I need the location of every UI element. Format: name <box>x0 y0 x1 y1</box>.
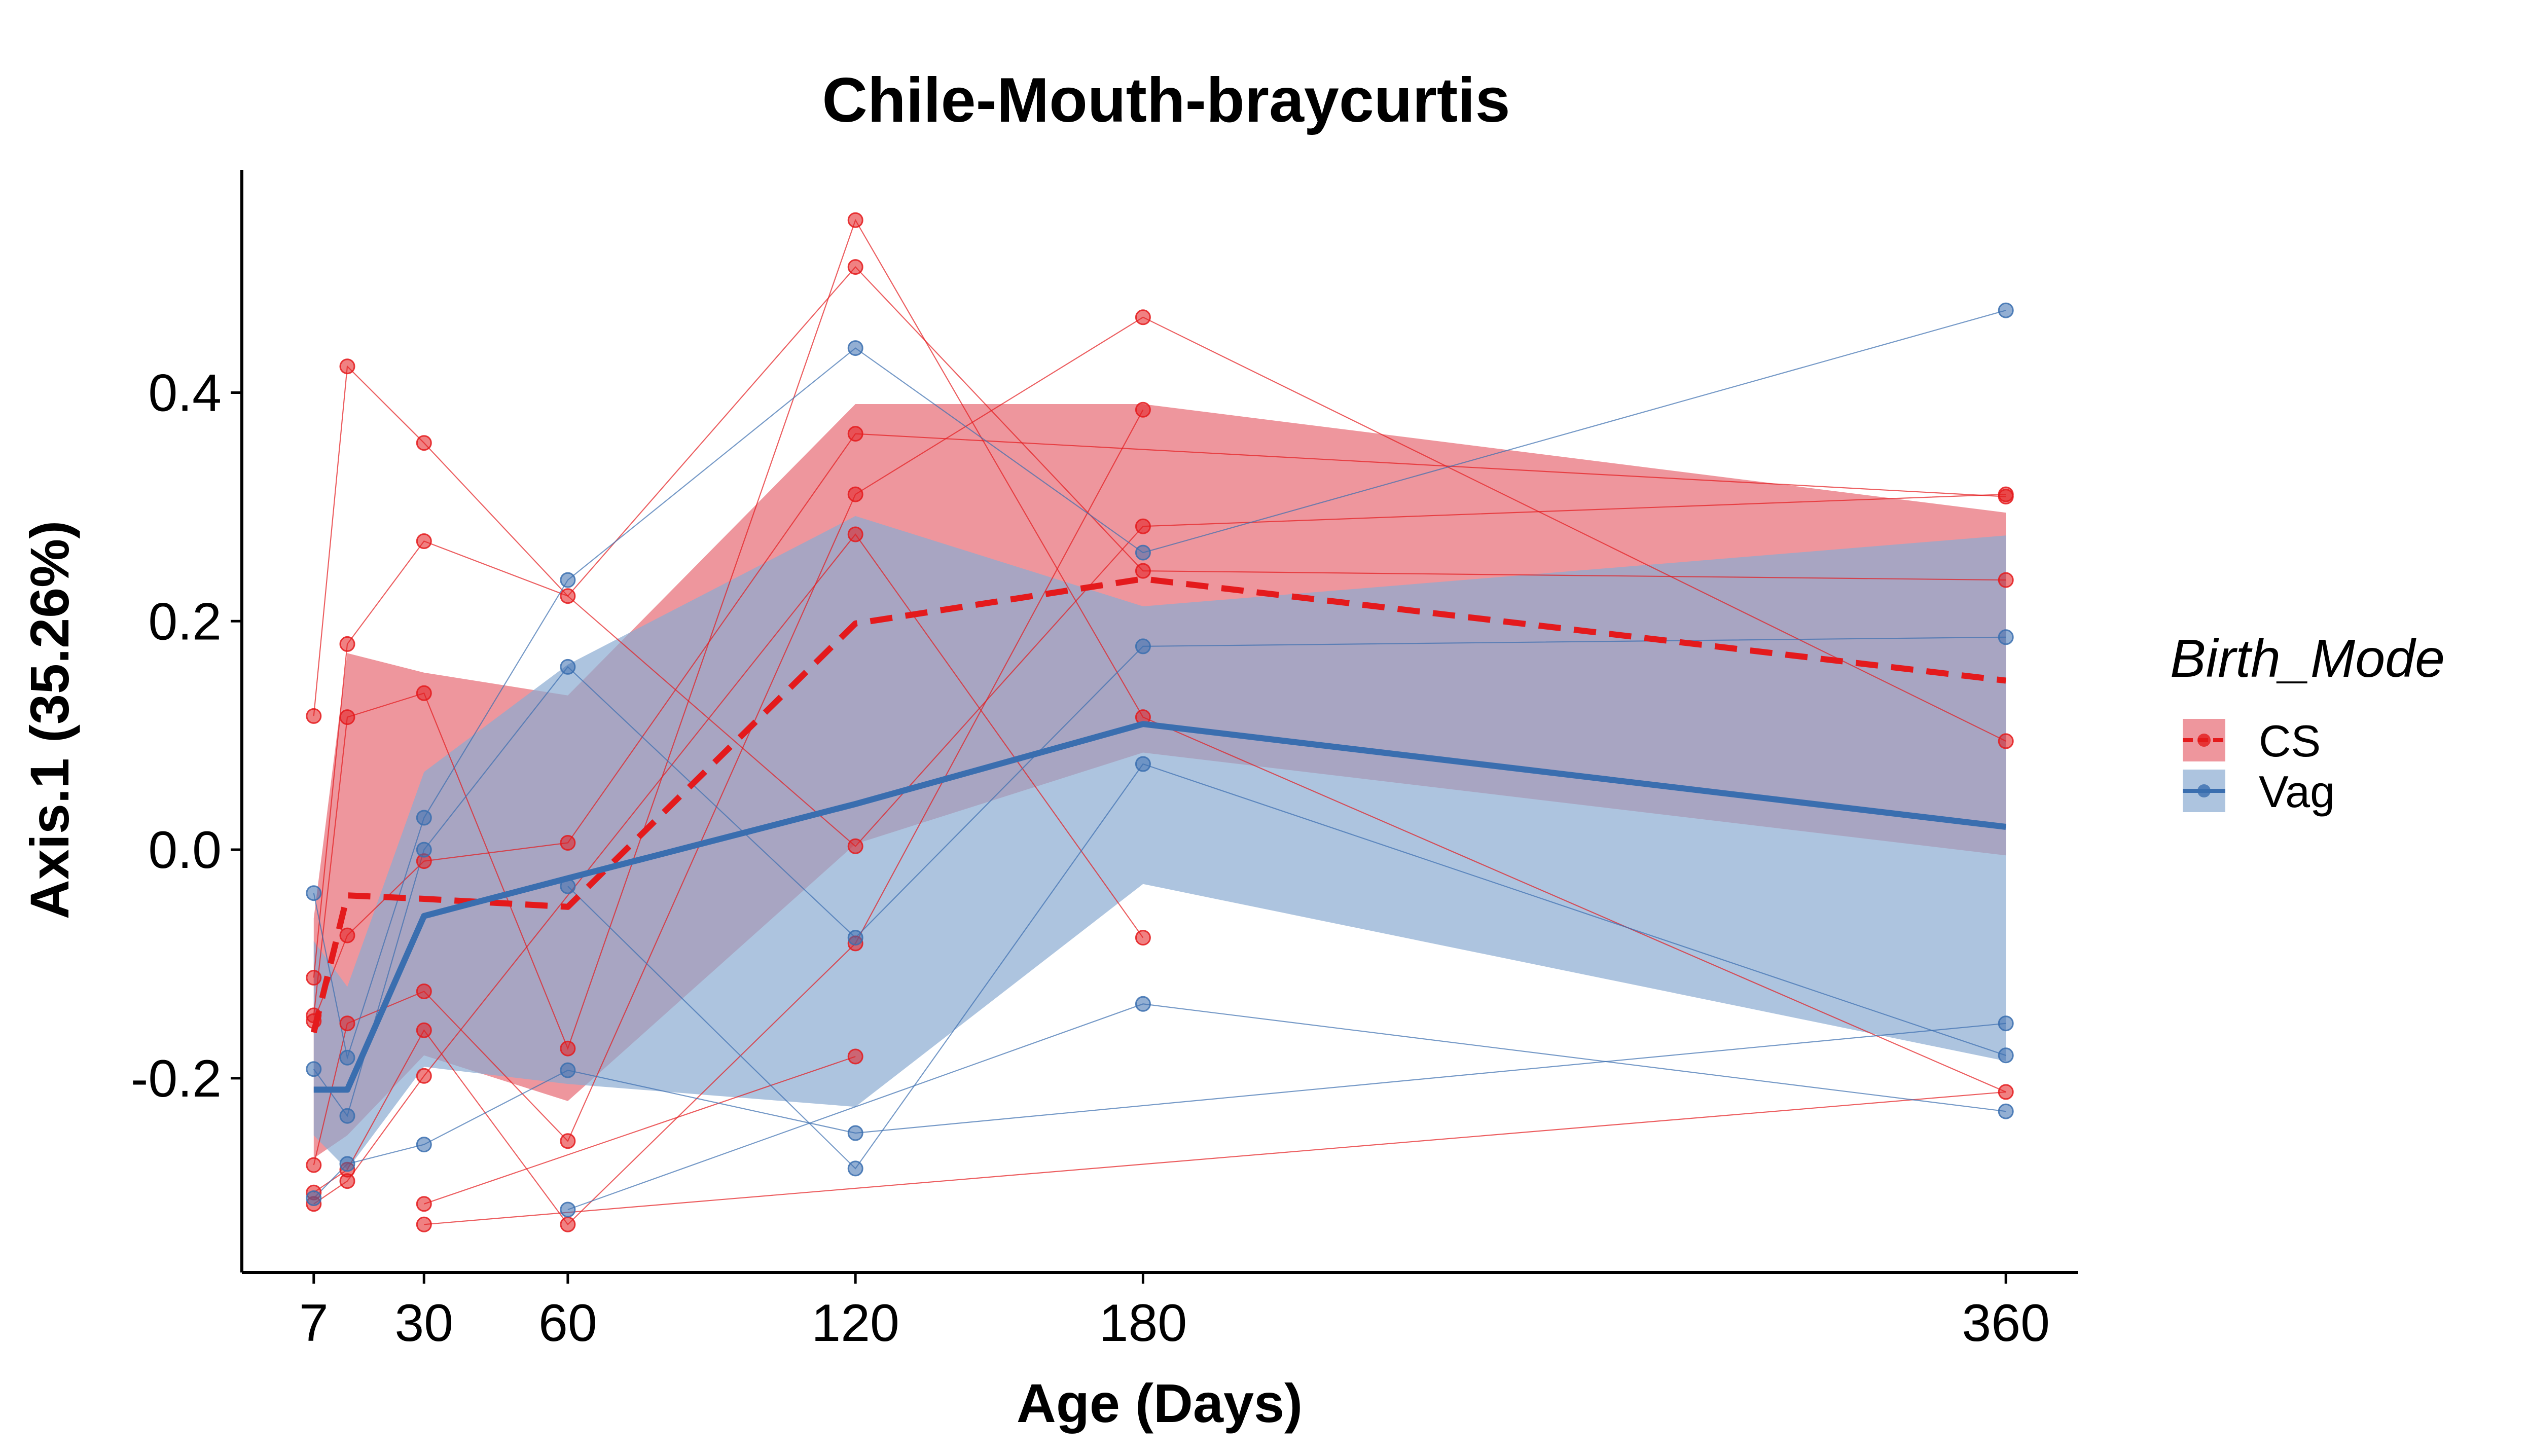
data-point-cs-14 <box>339 1173 355 1189</box>
data-point-cs-32 <box>847 486 863 502</box>
data-point-vag-9 <box>416 1137 432 1153</box>
data-point-cs-1 <box>306 708 322 724</box>
data-point-vag-17 <box>847 1125 863 1141</box>
data-point-cs-38 <box>1135 402 1151 418</box>
data-point-cs-12 <box>339 1015 355 1032</box>
data-point-vag-25 <box>1998 1015 2014 1032</box>
data-point-cs-5 <box>306 1157 322 1173</box>
data-point-cs-21 <box>416 1068 432 1084</box>
data-point-vag-11 <box>560 659 576 675</box>
data-point-cs-16 <box>416 533 432 549</box>
x-axis-title: Age (Days) <box>1017 1372 1303 1434</box>
data-point-vag-7 <box>416 810 432 826</box>
data-point-vag-18 <box>847 1160 863 1177</box>
legend-label-vag: Vag <box>2259 767 2335 817</box>
data-point-cs-20 <box>416 1022 432 1038</box>
data-point-cs-42 <box>1135 930 1151 946</box>
data-point-vag-19 <box>1135 544 1151 561</box>
data-point-cs-37 <box>1135 309 1151 325</box>
data-point-vag-26 <box>1998 1047 2014 1064</box>
data-point-vag-6 <box>339 1156 355 1172</box>
data-point-vag-13 <box>560 1062 576 1078</box>
data-point-vag-20 <box>1135 638 1151 654</box>
data-point-cs-36 <box>847 1048 863 1065</box>
y-tick-label: -0.2 <box>131 1049 222 1108</box>
data-point-cs-24 <box>560 588 576 604</box>
data-point-cs-11 <box>339 927 355 943</box>
data-point-cs-46 <box>1998 733 2014 749</box>
legend-title: Birth_Mode <box>2170 629 2445 688</box>
data-point-cs-10 <box>339 709 355 725</box>
x-tick-label: 120 <box>811 1294 899 1353</box>
data-point-cs-39 <box>1135 518 1151 534</box>
data-point-cs-31 <box>847 426 863 442</box>
data-point-vag-8 <box>416 842 432 858</box>
legend-label-cs: CS <box>2259 716 2321 766</box>
y-axis-title: Axis.1 (35.26%) <box>19 521 80 919</box>
data-point-vag-22 <box>1135 996 1151 1012</box>
data-point-cs-30 <box>847 259 863 275</box>
subject-line-cs-9 <box>424 1091 2006 1225</box>
y-tick-label: 0.0 <box>148 821 222 880</box>
data-point-cs-23 <box>416 1216 432 1232</box>
data-point-vag-24 <box>1998 629 2014 645</box>
ribbon-vag <box>313 516 2006 1170</box>
data-point-cs-44 <box>1998 489 2014 505</box>
data-point-cs-15 <box>416 435 432 451</box>
legend-point-vag <box>2197 784 2211 797</box>
ribbons <box>313 404 2006 1170</box>
y-tick-label: 0.4 <box>148 364 222 423</box>
data-point-cs-25 <box>560 835 576 851</box>
data-point-vag-23 <box>1998 302 2014 318</box>
data-point-cs-45 <box>1998 572 2014 588</box>
data-point-vag-27 <box>1998 1103 2014 1119</box>
data-point-cs-22 <box>416 1196 432 1212</box>
y-tick-label: 0.2 <box>148 592 222 651</box>
data-point-vag-10 <box>560 572 576 588</box>
x-tick-label: 30 <box>394 1294 453 1353</box>
mean-lines <box>310 575 2006 1093</box>
x-tick-label: 180 <box>1099 1294 1187 1353</box>
x-axis-ticks: 7 30 60 120 180 360 <box>299 1272 2050 1353</box>
data-point-vag-2 <box>306 1061 322 1077</box>
subject-line-cs-8 <box>423 1055 856 1205</box>
mean-line-vag <box>313 721 2006 1093</box>
data-point-vag-3 <box>306 1190 322 1206</box>
subject-line-cs-4 <box>313 433 2006 1022</box>
data-point-cs-34 <box>847 838 863 854</box>
data-point-vag-16 <box>847 930 863 946</box>
data-point-cs-47 <box>1998 1084 2014 1100</box>
data-point-vag-21 <box>1135 756 1151 772</box>
data-point-cs-26 <box>560 1040 576 1057</box>
data-point-vag-15 <box>847 340 863 356</box>
x-tick-label: 60 <box>538 1294 597 1353</box>
data-point-cs-28 <box>560 1216 576 1232</box>
subject-line-vag-4 <box>567 763 2006 1170</box>
mean-line-cs <box>310 575 2006 1034</box>
data-point-vag-4 <box>339 1049 355 1066</box>
x-tick-label: 360 <box>1962 1294 2050 1353</box>
data-point-vag-1 <box>306 885 322 901</box>
plot-area <box>306 212 2014 1232</box>
data-point-cs-29 <box>847 212 863 228</box>
data-point-vag-14 <box>560 1202 576 1218</box>
data-point-cs-27 <box>560 1133 576 1149</box>
legend-point-cs <box>2197 734 2211 747</box>
data-point-vag-5 <box>339 1108 355 1124</box>
data-point-cs-40 <box>1135 563 1151 579</box>
data-point-cs-8 <box>339 358 355 375</box>
data-point-cs-9 <box>339 636 355 652</box>
data-point-cs-33 <box>847 526 863 542</box>
data-point-cs-19 <box>416 984 432 999</box>
x-tick-label: 7 <box>299 1294 329 1353</box>
chart-title: Chile-Mouth-braycurtis <box>822 65 1510 135</box>
y-axis-ticks: -0.2 0.0 0.2 0.4 <box>131 364 242 1108</box>
data-point-cs-2 <box>306 970 322 986</box>
data-point-cs-17 <box>416 685 432 701</box>
